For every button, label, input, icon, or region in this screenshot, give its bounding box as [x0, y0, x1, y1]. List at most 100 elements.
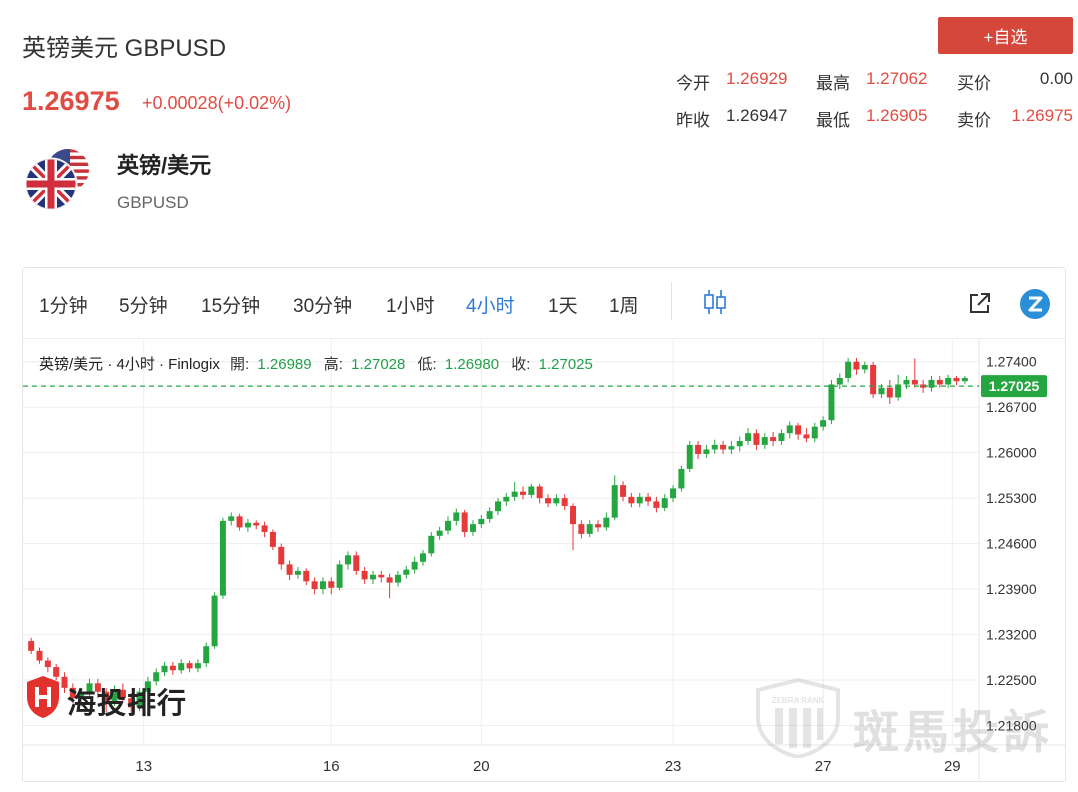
timeframe-1h[interactable]: 1小时 — [386, 296, 435, 317]
candle-body — [770, 437, 777, 441]
candlestick-icon[interactable] — [703, 288, 727, 316]
candle-body — [178, 663, 185, 671]
y-tick-label: 1.23200 — [986, 627, 1037, 643]
candle-body — [186, 663, 193, 669]
x-tick-label: 23 — [665, 758, 682, 775]
candle-body — [94, 683, 101, 692]
legend-low-value: 1.26980 — [444, 356, 500, 373]
candlestick-chart[interactable]: 1.27400 1.26700 1.26000 1.25300 1.24600 1.239… — [23, 339, 1065, 781]
add-to-watchlist-button[interactable]: +自选 — [938, 17, 1073, 54]
current-price-label: 1.27025 — [989, 378, 1040, 394]
candle-body — [478, 518, 485, 525]
candle-body — [870, 364, 877, 395]
uk-flag-icon — [26, 159, 76, 209]
stat-label: 买价 — [957, 74, 991, 93]
candle-body — [311, 581, 318, 590]
candle-body — [328, 581, 335, 588]
candle-body — [361, 570, 368, 580]
candle-body — [419, 553, 426, 562]
brand-icon[interactable] — [1020, 289, 1050, 319]
candle-body — [103, 691, 110, 703]
candle-body — [895, 384, 902, 398]
timeframe-1m[interactable]: 1分钟 — [39, 296, 88, 317]
pair-name: 英镑/美元 — [117, 153, 212, 178]
candle-body — [520, 491, 527, 495]
candle-body — [628, 496, 635, 504]
candle-body — [461, 512, 468, 532]
x-tick-label: 16 — [323, 758, 340, 775]
candle-body — [61, 676, 68, 688]
timeframe-1w[interactable]: 1周 — [609, 296, 639, 317]
candle-body — [928, 379, 935, 388]
stat-label: 卖价 — [957, 111, 991, 130]
legend-high-label: 高: — [323, 356, 343, 373]
timeframe-4h[interactable]: 4小时 — [466, 296, 515, 317]
candle-body — [761, 437, 768, 445]
timeframe-5m[interactable]: 5分钟 — [119, 296, 168, 317]
watermark-right-text: 斑馬投訴 — [853, 706, 1053, 758]
candle-body — [378, 574, 385, 578]
candle-body — [153, 672, 160, 682]
candle-body — [78, 693, 85, 699]
candle-body — [36, 650, 43, 661]
stat-ask: 卖价 1.26975 — [957, 106, 1073, 130]
candle-body — [219, 520, 226, 596]
candle-body — [636, 496, 643, 504]
candle-body — [428, 535, 435, 554]
stat-label: 最高 — [816, 74, 850, 93]
candle-body — [670, 488, 677, 499]
candle-body — [469, 524, 476, 532]
candle-body — [286, 564, 293, 575]
stat-label: 最低 — [816, 111, 850, 130]
y-tick-label: 1.26700 — [986, 399, 1037, 415]
candle-body — [753, 433, 760, 445]
candle-body — [536, 486, 543, 499]
candle-body — [236, 516, 243, 528]
candle-body — [678, 468, 685, 489]
candle-body — [820, 420, 827, 427]
candle-body — [394, 574, 401, 583]
y-tick-label: 1.21800 — [986, 718, 1037, 734]
candle-body — [578, 524, 585, 534]
watermark-logo-right: ZEBRA RANK 斑馬投訴 — [753, 678, 1063, 758]
page-title: 英镑美元 GBPUSD — [22, 35, 227, 62]
y-tick-label: 1.22500 — [986, 672, 1037, 688]
candle-body — [253, 522, 260, 526]
candle-body — [828, 384, 835, 421]
candle-body — [911, 379, 918, 385]
last-price: 1.26975 — [22, 86, 120, 116]
candle-body — [261, 525, 268, 532]
candle-body — [645, 496, 652, 502]
chart-panel: 1分钟 5分钟 15分钟 30分钟 1小时 4小时 1天 1周 1.27400 1… — [22, 267, 1066, 782]
candle-body — [803, 434, 810, 439]
candle-body — [386, 577, 393, 583]
candle-body — [736, 440, 743, 447]
price-change: +0.00028(+0.02%) — [142, 93, 292, 113]
candle-body — [211, 595, 218, 647]
candle-body — [795, 425, 802, 435]
candle-body — [228, 516, 235, 521]
candle-body — [695, 444, 702, 454]
share-icon[interactable] — [968, 291, 992, 315]
stat-label: 今开 — [676, 74, 710, 93]
timeframe-1d[interactable]: 1天 — [548, 296, 578, 317]
candle-body — [545, 498, 552, 504]
candle-body — [528, 486, 535, 495]
candle-body — [595, 524, 602, 528]
candle-body — [620, 485, 627, 497]
candle-body — [303, 570, 310, 582]
candle-body — [778, 433, 785, 441]
candle-body — [403, 569, 410, 575]
candle-body — [703, 449, 710, 454]
candle-body — [294, 570, 301, 575]
candle-body — [553, 498, 560, 504]
candle-body — [194, 663, 201, 669]
legend-close-value: 1.27025 — [538, 356, 593, 373]
candle-body — [836, 377, 843, 385]
timeframe-15m[interactable]: 15分钟 — [201, 296, 261, 317]
candle-body — [503, 496, 510, 502]
candle-body — [961, 377, 968, 382]
candle-body — [161, 665, 168, 673]
candle-body — [69, 687, 76, 699]
timeframe-30m[interactable]: 30分钟 — [293, 296, 353, 317]
